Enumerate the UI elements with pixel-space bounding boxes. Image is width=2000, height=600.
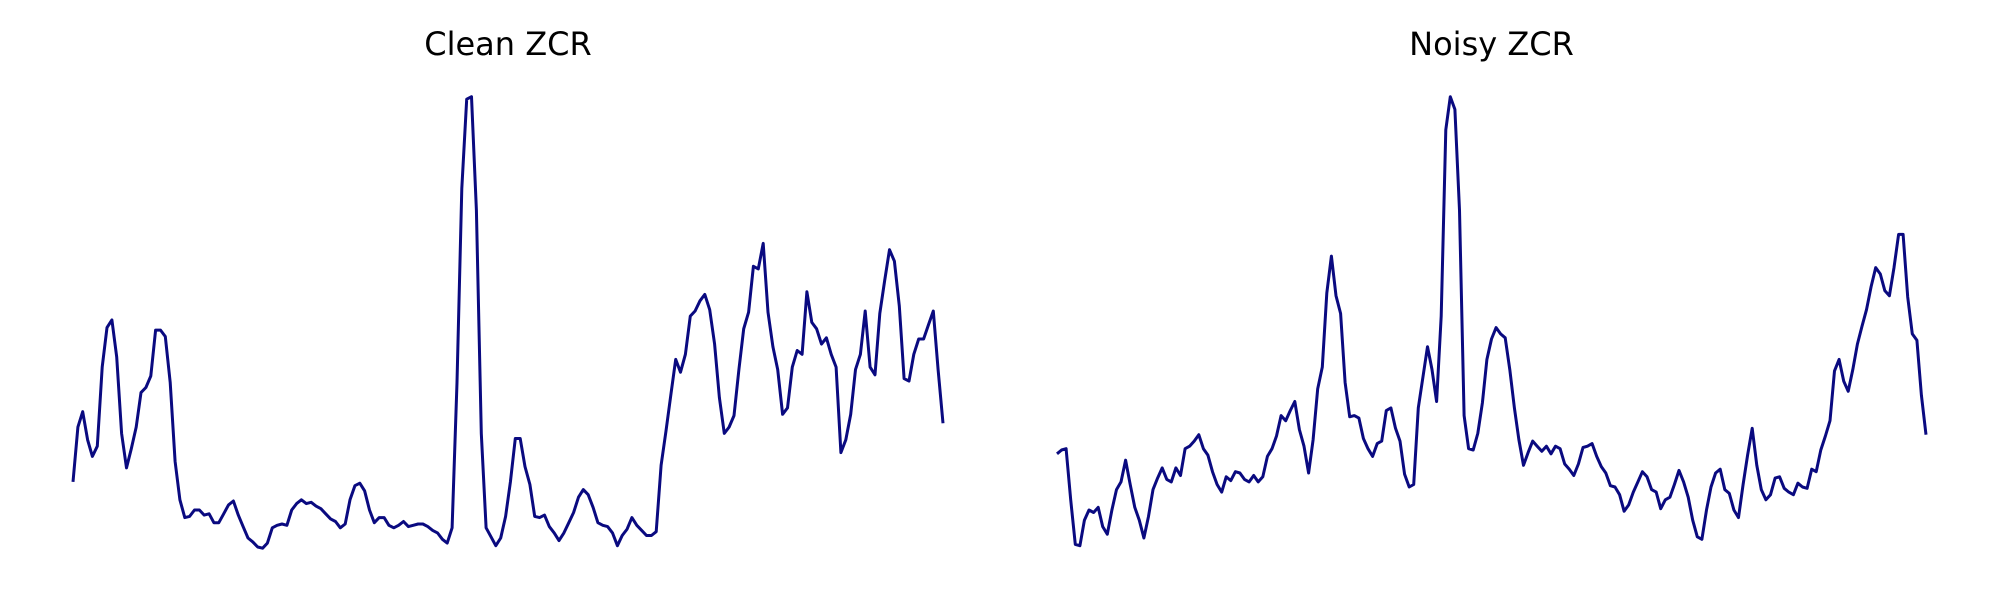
- zcr-line: [71, 95, 945, 550]
- chart-title: Clean ZCR: [424, 25, 591, 63]
- chart-title: Noisy ZCR: [1409, 25, 1574, 63]
- zcr-line: [1056, 95, 1928, 548]
